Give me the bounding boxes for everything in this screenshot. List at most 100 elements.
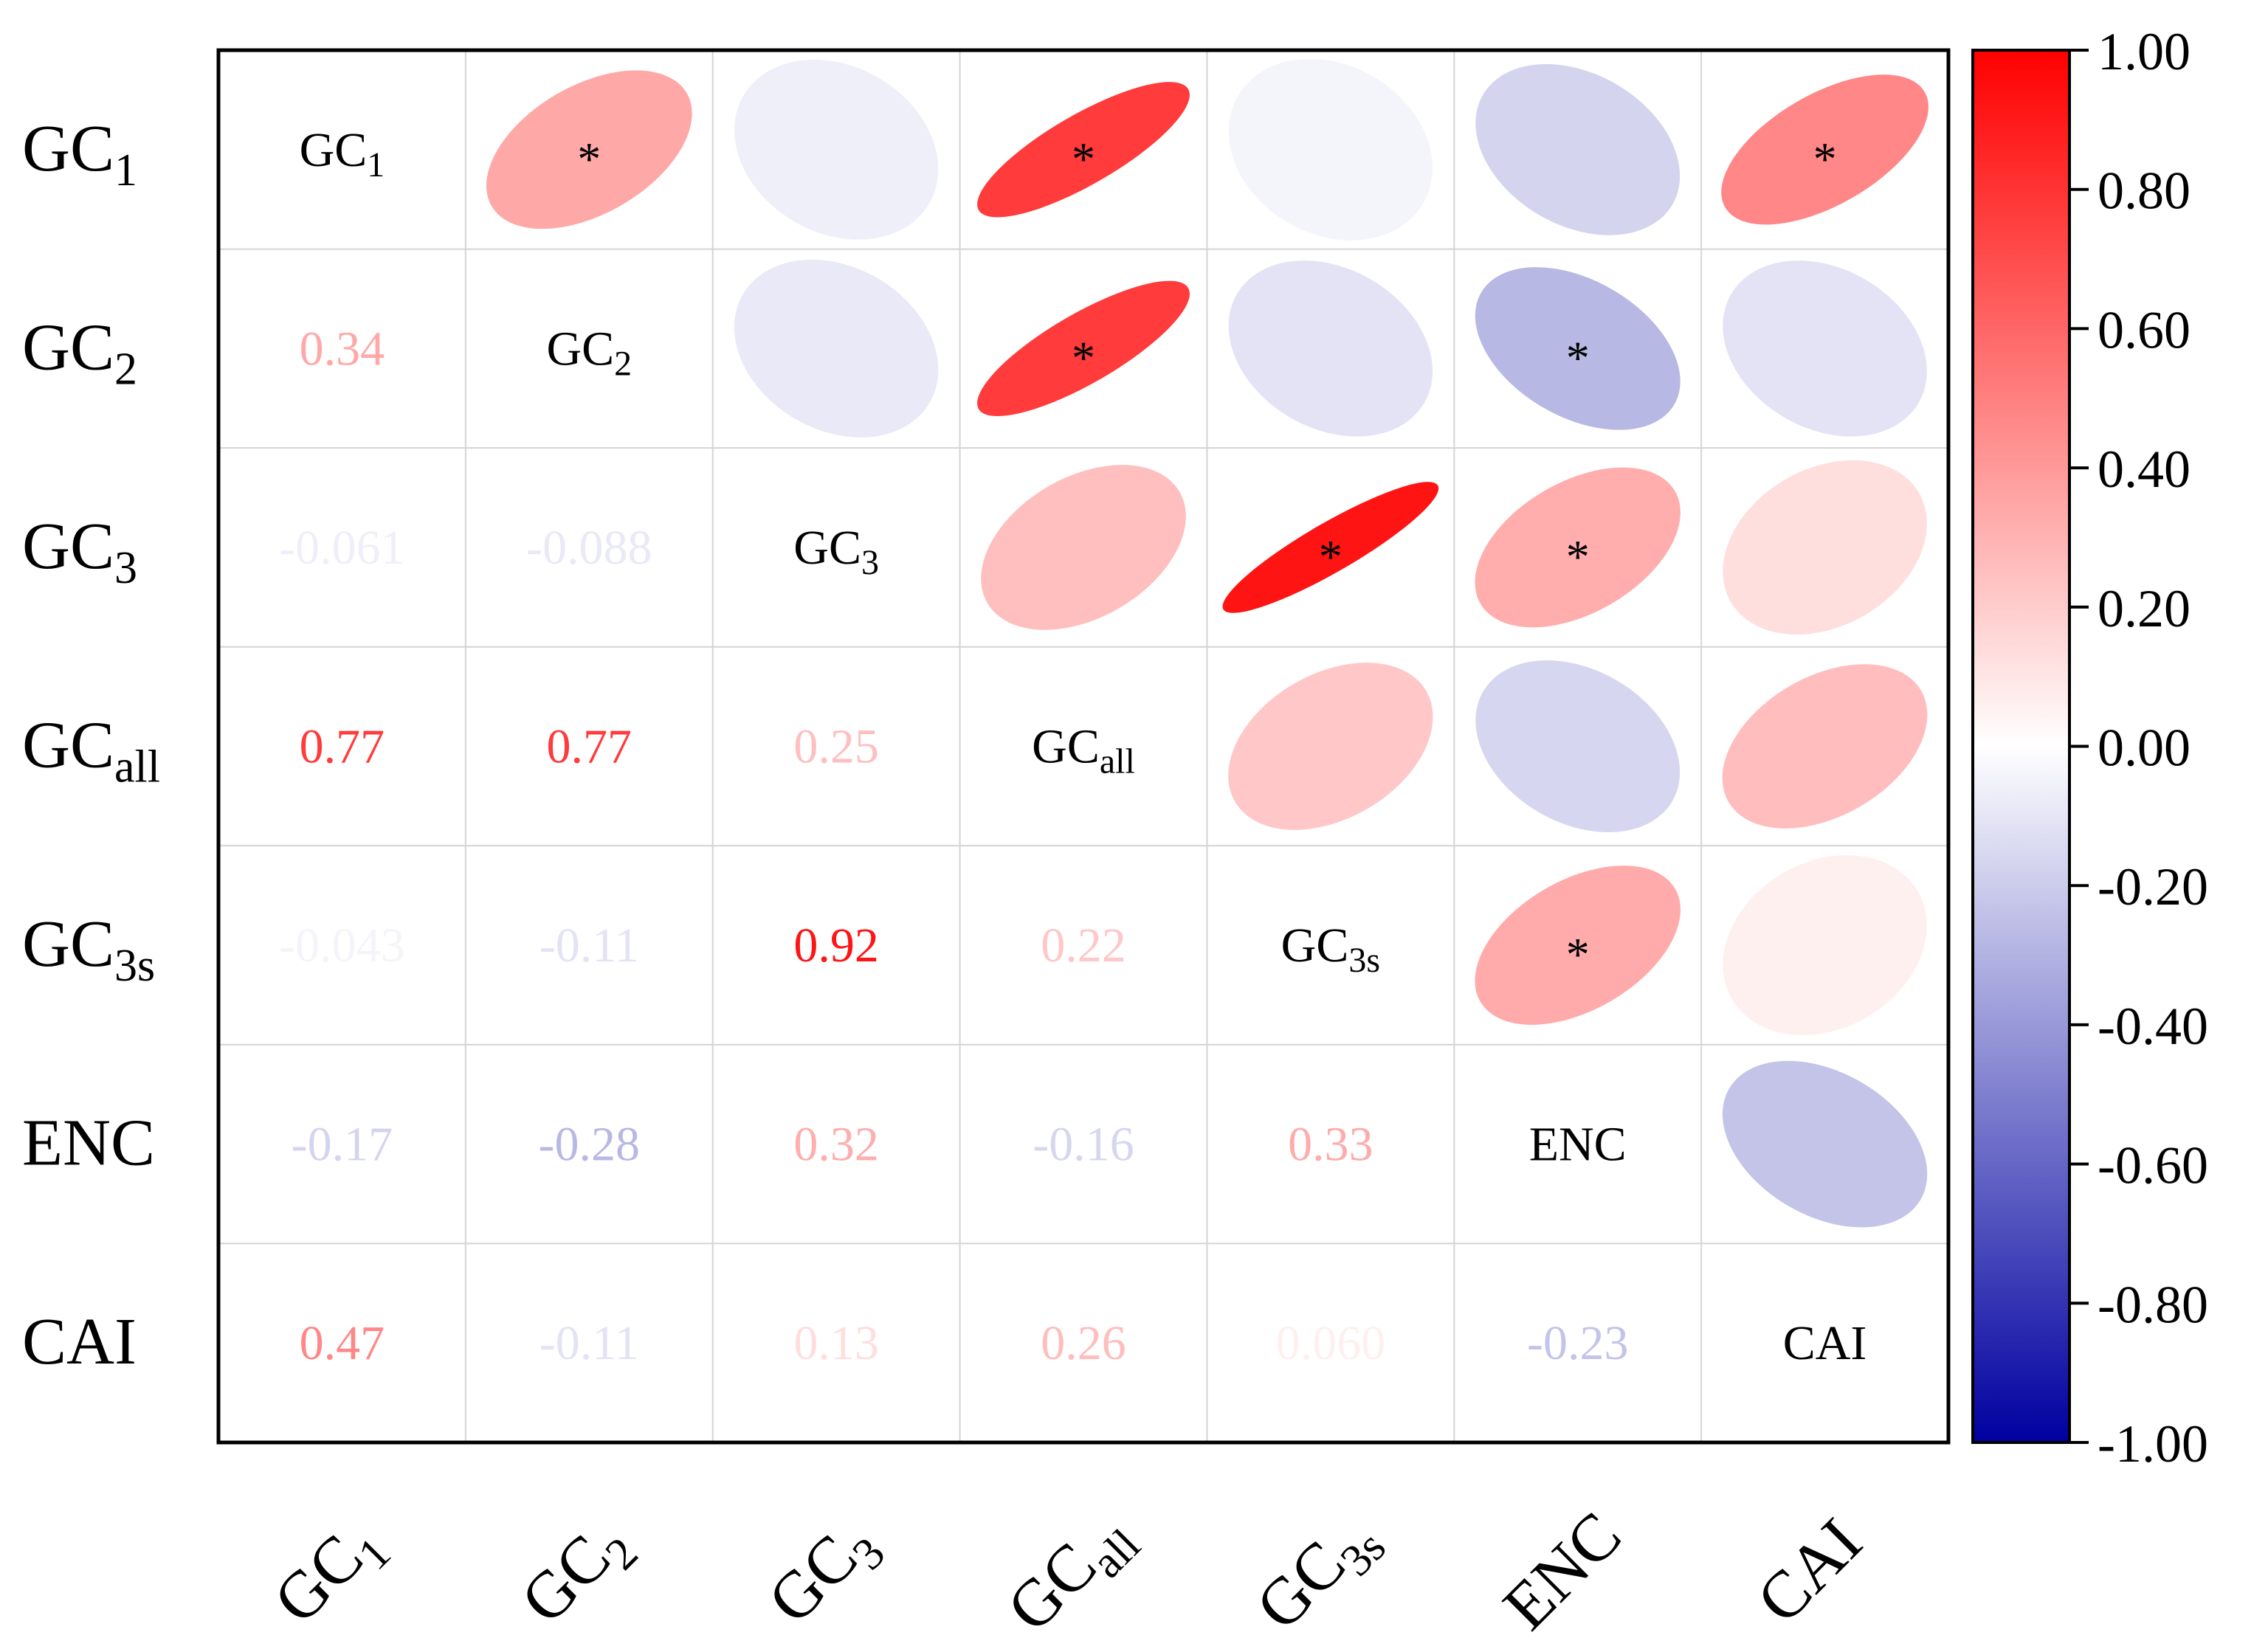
correlation-value: -0.088 [526,521,652,575]
cell-gcall-gcall: GCall [1032,720,1135,781]
colorbar-tick-label: 0.20 [2098,579,2191,638]
significance-marker: * [577,133,601,185]
correlation-value: 0.77 [300,720,385,774]
cell-gc3s-cai [1723,855,1927,1036]
correlation-ellipse [1723,855,1927,1036]
colorbar: 1.00 0.80 0.60 0.40 0.20 0.00 -0.20 -0.40 -0.60 -… [1971,22,2208,1473]
significance-marker: * [1072,133,1095,185]
colorbar-tick-label: -0.20 [2098,857,2208,916]
row-label-enc: ENC [22,1107,155,1180]
cell-gc1-gc2: * [486,70,692,229]
colorbar-tick-label: 0.80 [2098,162,2191,221]
cell-gc2-gc1: 0.34 [300,322,385,376]
correlation-ellipse [977,82,1190,218]
correlation-ellipse [734,259,939,438]
cell-gc3s-gc2: -0.11 [540,919,639,972]
cell-gc2-enc: * [1475,267,1681,430]
correlation-ellipse [1722,1060,1928,1228]
correlation-ellipse [1475,63,1681,235]
cell-enc-gc3s: 0.33 [1288,1118,1373,1172]
cell-gc3-gcall [981,465,1186,630]
significance-marker: * [1566,331,1590,384]
correlation-value: -0.16 [1033,1118,1134,1172]
cell-gc3s-gcall: 0.22 [1041,919,1126,972]
cell-gcall-gc1: 0.77 [300,720,385,774]
cell-gc2-gcall: * [977,280,1190,417]
cell-gc2-cai [1723,260,1927,437]
correlation-ellipse [1722,664,1928,829]
correlation-ellipse [486,70,692,229]
cell-enc-gcall: -0.16 [1033,1118,1134,1172]
cell-gcall-cai [1722,664,1928,829]
grid-lines [218,50,1948,1442]
significance-marker: * [1072,331,1095,384]
correlation-ellipse [734,59,939,240]
cell-cai-cai: CAI [1783,1316,1867,1370]
cell-enc-enc: ENC [1529,1118,1627,1172]
cell-cai-gcall: 0.26 [1041,1316,1126,1370]
diagonal-label: GC1 [300,123,385,184]
diagonal-label: GC2 [546,322,632,383]
cell-gc1-enc [1475,63,1681,235]
cell-gc2-gc3 [734,259,939,438]
correlation-value: 0.22 [1041,919,1126,972]
correlation-value: 0.13 [793,1316,879,1370]
cell-gc3s-gc1: -0.043 [279,919,404,972]
correlation-ellipse [1222,482,1439,613]
correlation-ellipse [1721,75,1929,225]
cell-gcall-gc2: 0.77 [547,720,633,774]
row-label-gc1: GC1 [22,112,137,196]
significance-marker: * [1566,928,1590,981]
colorbar-tick-label: -0.80 [2098,1275,2208,1334]
colorbar-tick-label: 1.00 [2098,22,2191,81]
cell-enc-gc3: 0.32 [793,1118,879,1172]
correlation-value: -0.043 [279,919,404,972]
correlation-ellipse [981,465,1186,630]
cell-enc-gc1: -0.17 [292,1118,393,1172]
cell-gc3-gc3s: * [1222,482,1439,613]
row-labels: GC1 GC2 GC3 GCall GC3s ENC CAI [22,112,160,1378]
cell-enc-cai [1722,1060,1928,1228]
column-label-gc2: GC2 [507,1504,647,1645]
correlation-ellipse [1475,467,1681,628]
correlation-value: 0.33 [1288,1118,1373,1172]
row-label-gc2: GC2 [22,311,137,394]
correlation-ellipse [977,280,1190,417]
row-label-cai: CAI [22,1305,137,1378]
diagonal-label: ENC [1529,1118,1627,1172]
cell-gc3s-gc3: 0.92 [793,919,879,972]
correlation-ellipse [1228,58,1433,241]
cell-cai-gc3: 0.13 [793,1316,879,1370]
diagonal-label: CAI [1783,1316,1867,1370]
row-label-gc3: GC3 [22,510,137,593]
correlation-value: 0.34 [300,322,385,376]
matrix-cells: GC1 * * * 0.34 GC2 * * -0.061 -0.088 GC3 * * 0.77 0.77… [279,58,1929,1370]
correlation-value: -0.11 [540,1316,639,1370]
cell-gc1-gc3s [1228,58,1433,241]
correlation-value: -0.23 [1527,1316,1628,1370]
significance-marker: * [1813,133,1837,185]
cell-gc1-gc3 [734,59,939,240]
cell-gc3s-enc: * [1475,865,1681,1025]
correlation-value: -0.28 [539,1118,640,1172]
cell-gc1-cai: * [1721,75,1929,225]
correlation-value: 0.25 [793,720,879,774]
cell-gc2-gc2: GC2 [546,322,632,383]
correlation-value: 0.77 [547,720,633,774]
cell-gcall-enc [1475,660,1681,832]
correlation-value: 0.32 [793,1118,879,1172]
cell-gc3-enc: * [1475,467,1681,628]
column-label-gcall: GCall [993,1496,1150,1652]
cell-enc-gc2: -0.28 [539,1118,640,1172]
correlation-value: -0.17 [292,1118,393,1172]
colorbar-tick-label: 0.40 [2098,440,2191,499]
correlation-ellipse [1723,460,1927,635]
cell-cai-gc2: -0.11 [540,1316,639,1370]
correlation-ellipse [1475,660,1681,832]
diagonal-label: GC3s [1281,919,1380,980]
diagonal-label: GCall [1032,720,1135,781]
significance-marker: * [1319,530,1342,583]
colorbar-tick-label: -1.00 [2098,1414,2208,1473]
cell-gcall-gc3: 0.25 [793,720,879,774]
